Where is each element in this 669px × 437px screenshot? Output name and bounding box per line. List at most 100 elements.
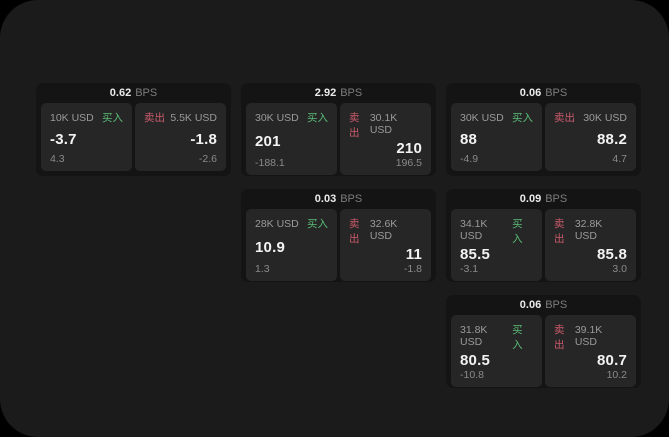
sell-panel[interactable]: 卖出 30K USD 88.2 4.7 (545, 103, 636, 171)
buy-size-label: 34.1K USD (460, 218, 488, 242)
spread-card: 2.92 BPS 30K USD 买入 201 -188.1 卖出 30.1K … (241, 83, 436, 176)
spread-cards-grid: 0.62 BPS 10K USD 买入 -3.7 4.3 卖出 5.5K USD… (36, 83, 641, 388)
spread-bps-value: 0.62 (109, 87, 132, 99)
sell-panel[interactable]: 卖出 5.5K USD -1.8 -2.6 (135, 103, 226, 171)
spread-card: 0.03 BPS 28K USD 买入 10.9 1.3 卖出 32.6K US… (241, 189, 436, 282)
spread-bps-unit: BPS (340, 193, 363, 205)
sell-size-label: 32.6K USD (369, 218, 398, 242)
sell-panel[interactable]: 卖出 32.6K USD 11 -1.8 (340, 209, 431, 281)
sell-side-label: 卖出 (554, 218, 565, 245)
buy-sub-value: -4.9 (460, 153, 479, 165)
buy-panel[interactable]: 30K USD 买入 201 -188.1 (246, 103, 337, 175)
spread-bps-header: 2.92 BPS (246, 83, 431, 103)
sell-price-value: 11 (405, 246, 422, 263)
sell-panel-top: 卖出 39.1K USD (554, 322, 627, 352)
sell-size-label: 30.1K USD (369, 112, 398, 136)
spread-bps-header: 0.62 BPS (41, 83, 226, 103)
buy-panel-top: 31.8K USD 买入 (460, 322, 533, 352)
sell-sub-value: 196.5 (395, 157, 422, 169)
spread-card: 0.62 BPS 10K USD 买入 -3.7 4.3 卖出 5.5K USD… (36, 83, 231, 176)
sell-side-label: 卖出 (554, 112, 575, 124)
spread-card: 0.06 BPS 31.8K USD 买入 80.5 -10.8 卖出 39.1… (446, 295, 641, 388)
quote-panels: 28K USD 买入 10.9 1.3 卖出 32.6K USD 11 -1.8 (246, 209, 431, 281)
buy-panel[interactable]: 30K USD 买入 88 -4.9 (451, 103, 542, 171)
sell-panel-top: 卖出 30K USD (554, 110, 627, 125)
buy-price-value: -3.7 (50, 130, 77, 148)
spread-bps-header: 0.06 BPS (451, 295, 636, 315)
buy-size-label: 10K USD (50, 112, 94, 124)
buy-sub-value: -10.8 (460, 369, 484, 381)
buy-sub-value: 1.3 (255, 263, 270, 275)
sell-price-value: 85.8 (597, 246, 627, 263)
buy-panel[interactable]: 34.1K USD 买入 85.5 -3.1 (451, 209, 542, 281)
sell-price-value: 210 (396, 140, 422, 157)
buy-side-label: 买入 (512, 112, 533, 124)
buy-panel[interactable]: 10K USD 买入 -3.7 4.3 (41, 103, 132, 171)
spread-bps-value: 0.06 (519, 87, 542, 99)
spread-bps-unit: BPS (340, 87, 363, 99)
buy-sub-value: -188.1 (255, 157, 285, 169)
buy-panel-top: 28K USD 买入 (255, 216, 328, 231)
buy-size-label: 30K USD (255, 112, 299, 124)
buy-sub-value: 4.3 (50, 153, 65, 165)
sell-sub-value: 10.2 (606, 369, 627, 381)
buy-panel-top: 30K USD 买入 (460, 110, 533, 125)
sell-size-label: 39.1K USD (574, 324, 603, 348)
sell-sub-value: -2.6 (198, 153, 217, 165)
spread-bps-value: 0.09 (519, 193, 542, 205)
sell-sub-value: -1.8 (403, 263, 422, 275)
sell-sub-value: 4.7 (612, 153, 627, 165)
spread-bps-unit: BPS (545, 193, 568, 205)
quote-panels: 10K USD 买入 -3.7 4.3 卖出 5.5K USD -1.8 -2.… (41, 103, 226, 171)
spread-bps-value: 0.03 (314, 193, 337, 205)
sell-price-value: 80.7 (597, 352, 627, 369)
spread-card: 0.09 BPS 34.1K USD 买入 85.5 -3.1 卖出 32.8K… (446, 189, 641, 282)
quote-panels: 31.8K USD 买入 80.5 -10.8 卖出 39.1K USD 80.… (451, 315, 636, 387)
sell-price-value: -1.8 (190, 130, 217, 148)
sell-price-value: 88.2 (597, 130, 627, 148)
sell-panel-top: 卖出 32.6K USD (349, 216, 422, 246)
buy-price-value: 10.9 (255, 238, 285, 256)
sell-size-label: 30K USD (583, 112, 627, 124)
buy-side-label: 买入 (102, 112, 123, 124)
sell-sub-value: 3.0 (612, 263, 627, 275)
quote-panels: 30K USD 买入 88 -4.9 卖出 30K USD 88.2 4.7 (451, 103, 636, 171)
spread-bps-header: 0.09 BPS (451, 189, 636, 209)
quote-panels: 30K USD 买入 201 -188.1 卖出 30.1K USD 210 1… (246, 103, 431, 175)
buy-side-label: 买入 (307, 112, 328, 124)
sell-side-label: 卖出 (349, 112, 360, 139)
buy-panel-top: 10K USD 买入 (50, 110, 123, 125)
sell-panel[interactable]: 卖出 39.1K USD 80.7 10.2 (545, 315, 636, 387)
sell-side-label: 卖出 (554, 324, 565, 351)
buy-size-label: 28K USD (255, 218, 299, 230)
sell-panel[interactable]: 卖出 32.8K USD 85.8 3.0 (545, 209, 636, 281)
spread-bps-unit: BPS (545, 299, 568, 311)
buy-price-value: 85.5 (460, 246, 490, 263)
spread-bps-unit: BPS (135, 87, 158, 99)
buy-panel-top: 30K USD 买入 (255, 110, 328, 125)
buy-size-label: 30K USD (460, 112, 504, 124)
sell-size-label: 5.5K USD (170, 112, 217, 124)
buy-price-value: 201 (255, 132, 281, 150)
spread-bps-unit: BPS (545, 87, 568, 99)
sell-panel-top: 卖出 5.5K USD (144, 110, 217, 125)
spread-bps-value: 0.06 (519, 299, 542, 311)
buy-panel[interactable]: 28K USD 买入 10.9 1.3 (246, 209, 337, 281)
spread-bps-header: 0.06 BPS (451, 83, 636, 103)
sell-side-label: 卖出 (144, 112, 165, 124)
sell-panel-top: 卖出 30.1K USD (349, 110, 422, 140)
spread-bps-header: 0.03 BPS (246, 189, 431, 209)
sell-size-label: 32.8K USD (574, 218, 603, 242)
buy-sub-value: -3.1 (460, 263, 479, 275)
spread-card: 0.06 BPS 30K USD 买入 88 -4.9 卖出 30K USD 8… (446, 83, 641, 176)
buy-side-label: 买入 (512, 324, 523, 351)
buy-panel[interactable]: 31.8K USD 买入 80.5 -10.8 (451, 315, 542, 387)
buy-price-value: 80.5 (460, 352, 490, 369)
sell-side-label: 卖出 (349, 218, 360, 245)
quote-panels: 34.1K USD 买入 85.5 -3.1 卖出 32.8K USD 85.8… (451, 209, 636, 281)
buy-size-label: 31.8K USD (460, 324, 488, 348)
buy-side-label: 买入 (512, 218, 523, 245)
spread-bps-value: 2.92 (314, 87, 337, 99)
sell-panel[interactable]: 卖出 30.1K USD 210 196.5 (340, 103, 431, 175)
buy-price-value: 88 (460, 130, 478, 148)
